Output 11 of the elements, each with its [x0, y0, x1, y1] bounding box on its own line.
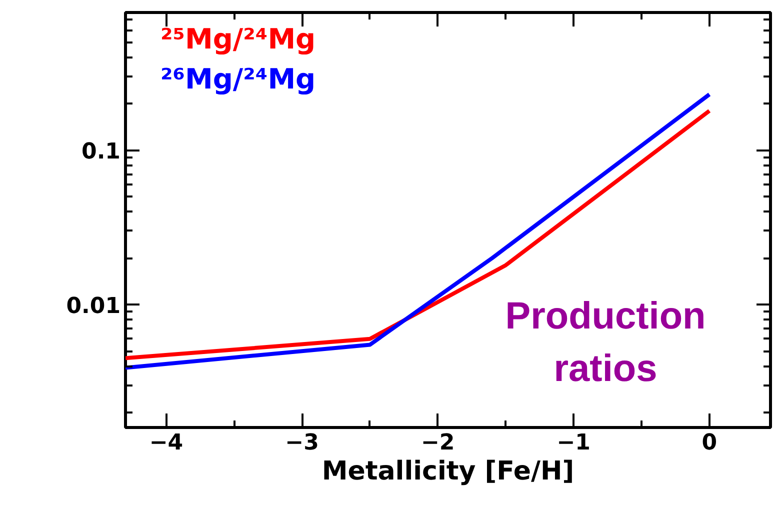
x-tick-label: −2: [420, 430, 455, 456]
text: ²⁶Mg/²⁴Mg: [160, 62, 316, 96]
x-axis-title: Metallicity [Fe/H]: [322, 456, 574, 486]
x-tick-label: −1: [556, 430, 590, 456]
y-tick-label: 0.01: [66, 294, 120, 320]
y-tick-label: 0.1: [82, 140, 121, 165]
annotation: Production ratios: [505, 295, 706, 390]
x-tick-label: −3: [285, 430, 319, 456]
x-tick-label: −4: [149, 430, 184, 456]
x-tick-label: 0: [702, 430, 718, 456]
text: ²⁵Mg/²⁴Mg: [160, 22, 316, 56]
